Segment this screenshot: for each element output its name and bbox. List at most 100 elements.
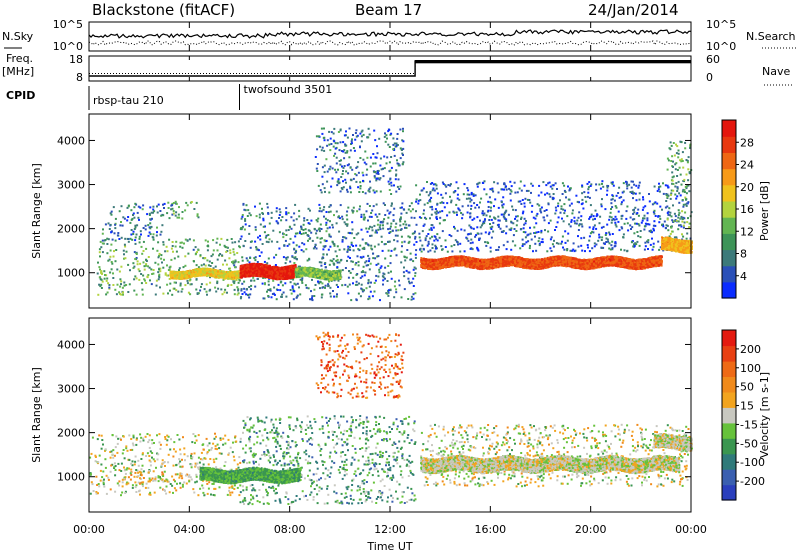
data-cell bbox=[541, 238, 544, 241]
data-cell bbox=[237, 288, 240, 291]
data-cell bbox=[335, 283, 338, 286]
data-cell bbox=[572, 242, 575, 245]
data-cell bbox=[254, 226, 257, 229]
data-cell bbox=[347, 292, 350, 295]
data-cell bbox=[472, 227, 475, 230]
data-cell bbox=[183, 277, 186, 280]
data-cell bbox=[206, 259, 209, 262]
data-cell bbox=[368, 268, 371, 271]
data-cell bbox=[270, 216, 273, 219]
data-cell bbox=[564, 209, 566, 212]
data-cell bbox=[222, 263, 224, 266]
data-cell bbox=[322, 208, 325, 211]
data-cell bbox=[339, 141, 342, 144]
data-cell bbox=[396, 162, 399, 165]
data-cell bbox=[209, 281, 212, 284]
data-cell bbox=[142, 227, 145, 229]
data-cell bbox=[587, 246, 589, 249]
data-cell bbox=[275, 210, 278, 213]
data-cell bbox=[209, 276, 211, 279]
data-cell bbox=[573, 220, 576, 223]
data-cell bbox=[350, 241, 353, 244]
data-cell bbox=[359, 244, 362, 247]
data-cell bbox=[404, 220, 407, 223]
data-cell bbox=[334, 152, 337, 155]
data-cell bbox=[228, 276, 231, 279]
data-cell bbox=[149, 222, 152, 225]
data-cell bbox=[337, 178, 340, 181]
data-cell bbox=[147, 265, 149, 268]
data-cell bbox=[336, 293, 338, 296]
data-cell bbox=[384, 140, 387, 143]
data-cell bbox=[278, 231, 281, 234]
data-cell bbox=[110, 231, 113, 234]
data-cell bbox=[233, 293, 236, 296]
data-cell bbox=[483, 212, 486, 215]
data-cell bbox=[588, 217, 591, 220]
data-cell bbox=[188, 274, 191, 277]
data-cell bbox=[332, 262, 335, 265]
data-cell bbox=[219, 274, 222, 277]
data-cell bbox=[173, 281, 176, 284]
data-cell bbox=[564, 230, 567, 233]
data-cell bbox=[588, 235, 591, 238]
data-cell bbox=[514, 217, 516, 220]
data-cell bbox=[519, 200, 522, 203]
data-cell bbox=[634, 192, 637, 195]
data-cell bbox=[477, 182, 480, 185]
data-cell bbox=[383, 167, 386, 170]
data-cell bbox=[415, 184, 418, 187]
data-cell bbox=[358, 282, 360, 285]
data-cell bbox=[602, 225, 605, 228]
data-cell bbox=[500, 201, 503, 204]
data-cell bbox=[593, 242, 596, 245]
data-cell bbox=[580, 215, 583, 218]
data-cell bbox=[606, 223, 609, 226]
data-cell bbox=[383, 155, 386, 158]
data-cell bbox=[538, 204, 541, 207]
data-cell bbox=[273, 256, 276, 259]
data-cell bbox=[344, 283, 347, 286]
data-cell bbox=[620, 226, 623, 229]
data-cell bbox=[344, 223, 347, 226]
data-cell bbox=[482, 182, 485, 184]
data-cell bbox=[681, 233, 683, 236]
data-cell bbox=[136, 211, 139, 214]
data-cell bbox=[174, 273, 177, 276]
data-cell bbox=[365, 173, 368, 176]
data-cell bbox=[535, 214, 538, 217]
data-cell bbox=[244, 267, 246, 269]
data-cell bbox=[339, 163, 342, 166]
data-cell bbox=[405, 223, 408, 226]
data-cell bbox=[471, 248, 474, 251]
data-cell bbox=[476, 185, 479, 188]
data-cell bbox=[216, 271, 219, 274]
data-cell bbox=[425, 217, 428, 220]
data-cell bbox=[192, 248, 195, 251]
data-cell bbox=[389, 262, 392, 265]
data-cell bbox=[149, 279, 151, 282]
data-cell bbox=[318, 261, 321, 264]
data-cell bbox=[573, 216, 576, 219]
data-cell bbox=[467, 233, 470, 236]
data-cell bbox=[235, 277, 237, 280]
data-cell bbox=[217, 276, 219, 279]
data-cell bbox=[387, 249, 390, 252]
data-cell bbox=[194, 253, 197, 256]
data-cell bbox=[357, 264, 360, 267]
data-cell bbox=[633, 232, 636, 235]
data-cell bbox=[157, 203, 160, 206]
data-cell bbox=[320, 261, 323, 264]
data-cell bbox=[370, 234, 373, 237]
data-cell bbox=[386, 156, 389, 159]
data-cell bbox=[677, 228, 680, 231]
data-cell bbox=[606, 186, 609, 189]
data-cell bbox=[664, 184, 667, 187]
data-cell bbox=[630, 180, 633, 183]
data-cell bbox=[292, 278, 295, 281]
data-cell bbox=[631, 218, 634, 221]
data-cell bbox=[681, 210, 684, 213]
data-cell bbox=[200, 283, 203, 286]
data-cell bbox=[323, 206, 326, 209]
data-cell bbox=[220, 276, 223, 279]
